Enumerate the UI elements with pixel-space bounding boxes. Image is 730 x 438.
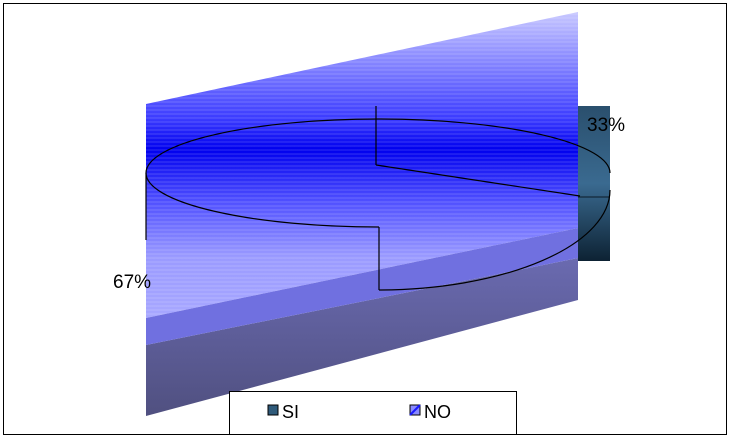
pie-slice-si (578, 106, 610, 261)
pie-outline (145, 106, 611, 291)
legend: SI NO (229, 391, 517, 435)
pie-slice-no (146, 12, 578, 416)
legend-entry-no: NO (409, 402, 451, 422)
legend-entry-si: SI (267, 402, 299, 422)
legend-label-no: NO (424, 402, 451, 422)
data-label-no: 67% (113, 272, 151, 293)
legend-swatch-si (267, 404, 279, 416)
data-label-si: 33% (587, 115, 625, 136)
legend-label-si: SI (282, 402, 299, 422)
